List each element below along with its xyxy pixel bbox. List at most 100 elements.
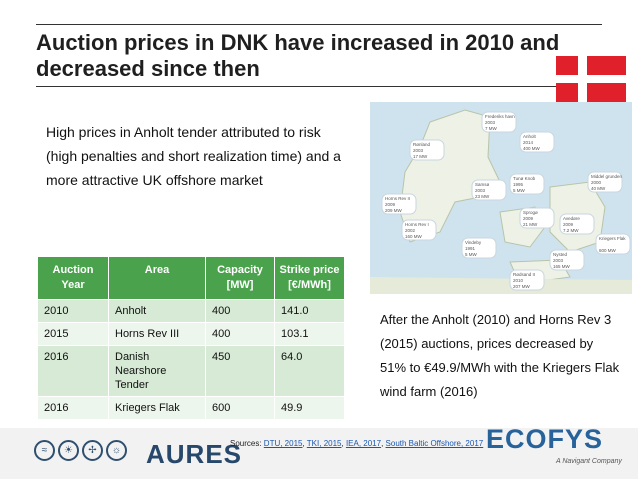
table-header-row: Auction Year Area Capacity [MW] Strike p… [37, 256, 345, 300]
map-label-text: Horns Rev II [385, 196, 410, 201]
header-area: Area [108, 256, 206, 300]
map-label-text: Sprogø [523, 210, 538, 215]
map-label-text: Rødsand II [513, 272, 535, 277]
map-label-text: 7.2 MW [563, 228, 579, 233]
map-label-text: 2003 [485, 120, 496, 125]
cell-price: 141.0 [274, 299, 345, 323]
map-label-text: 207 MW [513, 284, 531, 289]
cell-year: 2010 [37, 299, 109, 323]
cell-area: Kriegers Flak [108, 396, 206, 420]
map-label-text: 2010 [513, 278, 524, 283]
solar-icon: ☀ [58, 440, 79, 461]
map-label-text: 2009 [385, 202, 396, 207]
map-label-text: 5 MW [513, 188, 526, 193]
intro-text: High prices in Anholt tender attributed … [46, 124, 341, 188]
table-row: 2016 Danish Nearshore Tender 450 64.0 [37, 345, 345, 397]
header-strike-price: Strike price [€/MWh] [274, 256, 345, 300]
map-label-text: Samsø [475, 182, 490, 187]
cell-price: 103.1 [274, 322, 345, 346]
cell-area: Horns Rev III [108, 322, 206, 346]
map-label-text: 160 MW [405, 234, 423, 239]
cell-year: 2016 [37, 345, 109, 397]
cell-capacity: 600 [205, 396, 275, 420]
map-label-text: 1991 [465, 246, 476, 251]
auction-table: Auction Year Area Capacity [MW] Strike p… [37, 256, 345, 420]
cell-capacity: 450 [205, 345, 275, 397]
map-label-text: Vindeby [465, 240, 482, 245]
map-label-text: 600 MW [599, 248, 617, 253]
denmark-flag-icon [556, 56, 626, 102]
source-link-dtu[interactable]: DTU, 2015 [263, 439, 303, 448]
cell-price: 49.9 [274, 396, 345, 420]
map-label: Kriegers Flak 600 MW [595, 233, 631, 255]
wind-icon: ✢ [82, 440, 103, 461]
map-label-text: Middel grunden [591, 174, 623, 179]
table-row: 2010 Anholt 400 141.0 [37, 299, 345, 323]
header-capacity: Capacity [MW] [205, 256, 275, 300]
map-label-text: 2003 [413, 148, 424, 153]
top-rule [36, 24, 602, 25]
map-label-text: 23 MW [475, 194, 490, 199]
map-label-text: 21 MW [523, 222, 538, 227]
ecofys-logo: ECOFYS [486, 424, 604, 454]
ecofys-tagline: A Navigant Company [556, 458, 622, 465]
map-label-text: Tunø Knob [513, 176, 536, 181]
source-link-tki[interactable]: TKI, 2015 [306, 439, 342, 448]
cell-area: Anholt [108, 299, 206, 323]
sun-icon: ☼ [106, 440, 127, 461]
map-label-text: 2014 [523, 140, 534, 145]
map-label-text: 2009 [563, 222, 574, 227]
map-label-text: Horns Rev I [405, 222, 429, 227]
sources-line: Sources: DTU, 2015, TKI, 2015, IEA, 2017… [230, 439, 484, 448]
map-label-text: Rønland [413, 142, 431, 147]
source-link-south-baltic[interactable]: South Baltic Offshore, 2017 [385, 439, 484, 448]
bioenergy-icon: ≈ [34, 440, 55, 461]
map-label-text: 5 MW [465, 252, 478, 257]
map-label-text: Nysted [553, 252, 568, 257]
cell-capacity: 400 [205, 322, 275, 346]
cell-area: Danish Nearshore Tender [108, 345, 206, 397]
map-label-text: 209 MW [385, 208, 403, 213]
map-label-text: 2003 [553, 258, 564, 263]
map-label-text: 17 MW [413, 154, 428, 159]
map-label-text: 7 MW [485, 126, 498, 131]
map-label-text: Anholt [523, 134, 537, 139]
map-label-text: 1995 [513, 182, 524, 187]
table-row: 2016 Kriegers Flak 600 49.9 [37, 396, 345, 420]
map-label-text: 165 MW [553, 264, 571, 269]
cell-price: 64.0 [274, 345, 345, 397]
after-auction-text: After the Anholt (2010) and Horns Rev 3 … [380, 312, 620, 399]
source-link-iea[interactable]: IEA, 2017 [345, 439, 382, 448]
aures-logo: AURES [146, 439, 243, 469]
table-row: 2015 Horns Rev III 400 103.1 [37, 322, 345, 346]
title-rule [36, 86, 602, 87]
cell-year: 2015 [37, 322, 109, 346]
page-title: Auction prices in DNK have increased in … [36, 30, 560, 81]
footer-icon-row: ≈ ☀ ✢ ☼ [34, 440, 130, 461]
cell-capacity: 400 [205, 299, 275, 323]
denmark-wind-farm-map: Frederiks havn 2003 7 MW Anholt 2014 400 MW Rø… [370, 102, 632, 294]
map-label-text: 400 MW [523, 146, 541, 151]
header-auction-year: Auction Year [37, 256, 109, 300]
cell-year: 2016 [37, 396, 109, 420]
map-label-text: 2002 [405, 228, 416, 233]
map-label-text: Avedøre [563, 216, 580, 221]
sources-prefix: Sources: [230, 439, 264, 448]
map-label-text: Kriegers Flak [599, 236, 626, 241]
map-label-text: 2009 [523, 216, 534, 221]
map-label-text: 40 MW [591, 186, 606, 191]
